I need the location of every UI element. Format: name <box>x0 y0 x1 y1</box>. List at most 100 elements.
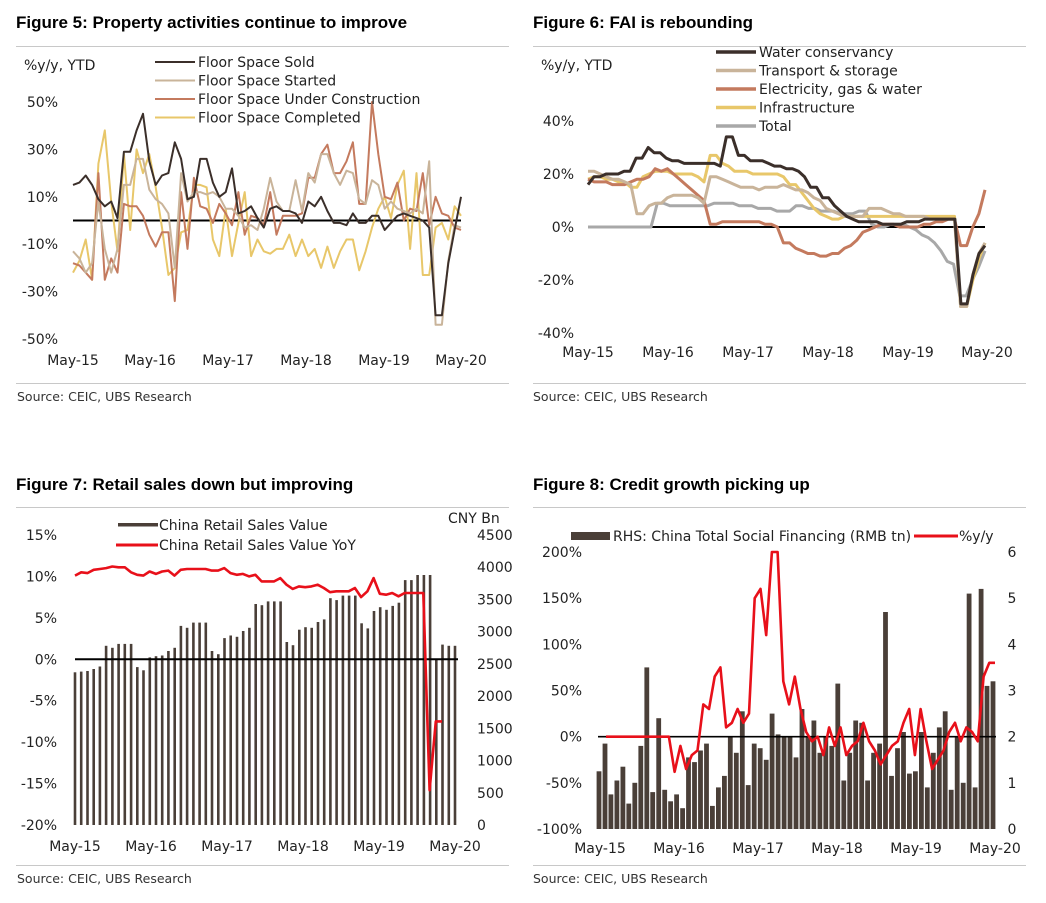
fig7-bar <box>235 636 239 825</box>
figure-6-bottom-rule <box>533 383 1026 384</box>
fig8-y-tick-label: -50% <box>546 776 582 792</box>
fig7-bar <box>366 628 370 825</box>
fig7-y-tick-label: -5% <box>30 694 57 710</box>
figure-5-source: Source: CEIC, UBS Research <box>17 389 192 404</box>
fig8-x-tick-label: May-15 <box>574 841 626 857</box>
figure-8-bottom-rule <box>533 865 1026 866</box>
fig8-bar <box>919 732 924 829</box>
fig7-bar <box>160 655 164 825</box>
fig8-bar <box>763 759 769 830</box>
fig5-x-tick-label: May-20 <box>435 353 487 369</box>
fig7-legend-swatch-bar <box>118 523 158 527</box>
fig8-bar <box>984 685 990 829</box>
fig8-bar <box>936 727 942 829</box>
fig8-y-tick-label: 0% <box>560 730 582 746</box>
fig7-y-tick-label: 5% <box>35 611 57 627</box>
fig7-bar <box>273 601 276 825</box>
fig8-bar <box>662 789 668 829</box>
fig6-y-tick-label: -40% <box>538 326 574 342</box>
fig7-y2-tick-label: 3500 <box>477 592 513 608</box>
fig7-bar <box>86 671 89 825</box>
fig8-bar <box>686 757 691 829</box>
fig8-bar <box>895 748 900 829</box>
fig6-x-tick-label: May-18 <box>802 345 854 361</box>
fig6-y-tick-label: 0% <box>552 220 574 236</box>
fig8-bar <box>668 801 673 829</box>
fig7-bar <box>248 627 251 825</box>
fig7-bar <box>73 672 77 825</box>
fig5-series-line-floor-space-sold <box>72 112 462 317</box>
fig7-y-tick-label: 10% <box>26 569 57 585</box>
fig8-y2-tick-label: 4 <box>1008 637 1017 653</box>
fig7-bar <box>291 645 295 825</box>
fig8-bar <box>608 794 614 829</box>
fig7-bar <box>322 619 326 825</box>
fig6-y-tick-label: 40% <box>543 114 574 130</box>
fig8-bar <box>960 782 966 829</box>
figure-6-chart: %y/y, YTD 40% 20% 0% -20% -40% May-15 May-16 May… <box>538 45 1013 361</box>
fig8-y2-tick-label: 5 <box>1008 591 1017 607</box>
fig8-bar <box>602 743 608 829</box>
fig8-bar <box>680 808 685 829</box>
fig7-bar <box>428 575 432 825</box>
fig8-bar <box>739 711 745 829</box>
fig6-y-tick-label: -20% <box>538 273 574 289</box>
fig5-y-tick-label: -10% <box>22 237 58 253</box>
fig8-bar <box>745 785 751 829</box>
fig7-bar <box>316 622 320 825</box>
fig8-bar <box>829 745 835 829</box>
fig8-yoy-line <box>606 550 995 774</box>
fig6-y-axis-unit: %y/y, YTD <box>541 58 612 74</box>
fig5-series-line-floor-space-under-construction <box>72 101 462 303</box>
fig7-y2-tick-label: 4000 <box>477 560 513 576</box>
figure-7-top-rule <box>16 507 509 508</box>
fig8-bar <box>841 780 847 829</box>
fig7-bar <box>403 580 407 825</box>
fig7-bar <box>173 647 176 825</box>
fig8-bar <box>853 720 859 829</box>
fig6-legend-label: Transport & storage <box>758 64 898 80</box>
fig8-bar <box>704 743 709 829</box>
fig5-y-tick-label: 30% <box>27 142 58 158</box>
fig7-y-tick-label: 0% <box>35 652 57 668</box>
fig8-bar <box>823 736 829 829</box>
fig7-bar <box>92 669 95 825</box>
fig7-bar <box>229 635 232 825</box>
fig7-bar <box>266 601 270 825</box>
fig8-bar <box>632 782 638 829</box>
fig8-bar <box>698 750 703 829</box>
fig8-bar <box>596 771 602 829</box>
fig8-bar <box>769 713 775 829</box>
figure-6-title: Figure 6: FAI is rebounding <box>533 13 754 32</box>
fig8-bar <box>942 711 948 829</box>
fig7-y2-tick-label: 500 <box>477 786 504 802</box>
fig5-y-axis-unit: %y/y, YTD <box>24 58 95 74</box>
fig7-bar <box>298 629 301 825</box>
fig8-bar <box>692 762 697 829</box>
fig7-bar <box>360 623 363 825</box>
fig5-x-tick-label: May-16 <box>124 353 176 369</box>
fig7-bar <box>123 643 127 825</box>
fig5-x-tick-label: May-15 <box>47 353 99 369</box>
fig6-x-tick-label: May-15 <box>562 345 614 361</box>
fig7-bar <box>154 656 158 825</box>
fig8-x-tick-label: May-19 <box>890 841 942 857</box>
fig8-bar <box>757 748 763 829</box>
fig8-bar <box>656 718 662 829</box>
fig7-bar <box>148 657 152 825</box>
fig8-bar <box>907 773 912 829</box>
fig8-bar <box>889 775 894 829</box>
fig7-bar <box>254 604 257 825</box>
figure-7-chart: 15% 10% 5% 0% -5% -10% -15% -20% 4500 4000 3500 300… <box>21 511 513 855</box>
fig7-y2-tick-label: 4500 <box>477 528 513 544</box>
fig8-bar <box>811 720 817 829</box>
fig8-bar <box>954 736 960 829</box>
fig7-bar <box>329 598 332 825</box>
fig7-bar <box>416 575 419 825</box>
fig5-series-line-floor-space-completed <box>72 129 462 281</box>
fig8-bar <box>817 752 823 829</box>
fig7-y-tick-label: -20% <box>21 818 57 834</box>
figure-7-source: Source: CEIC, UBS Research <box>17 871 192 886</box>
fig8-bar <box>799 709 805 829</box>
fig7-y2-tick-label: 2500 <box>477 657 513 673</box>
